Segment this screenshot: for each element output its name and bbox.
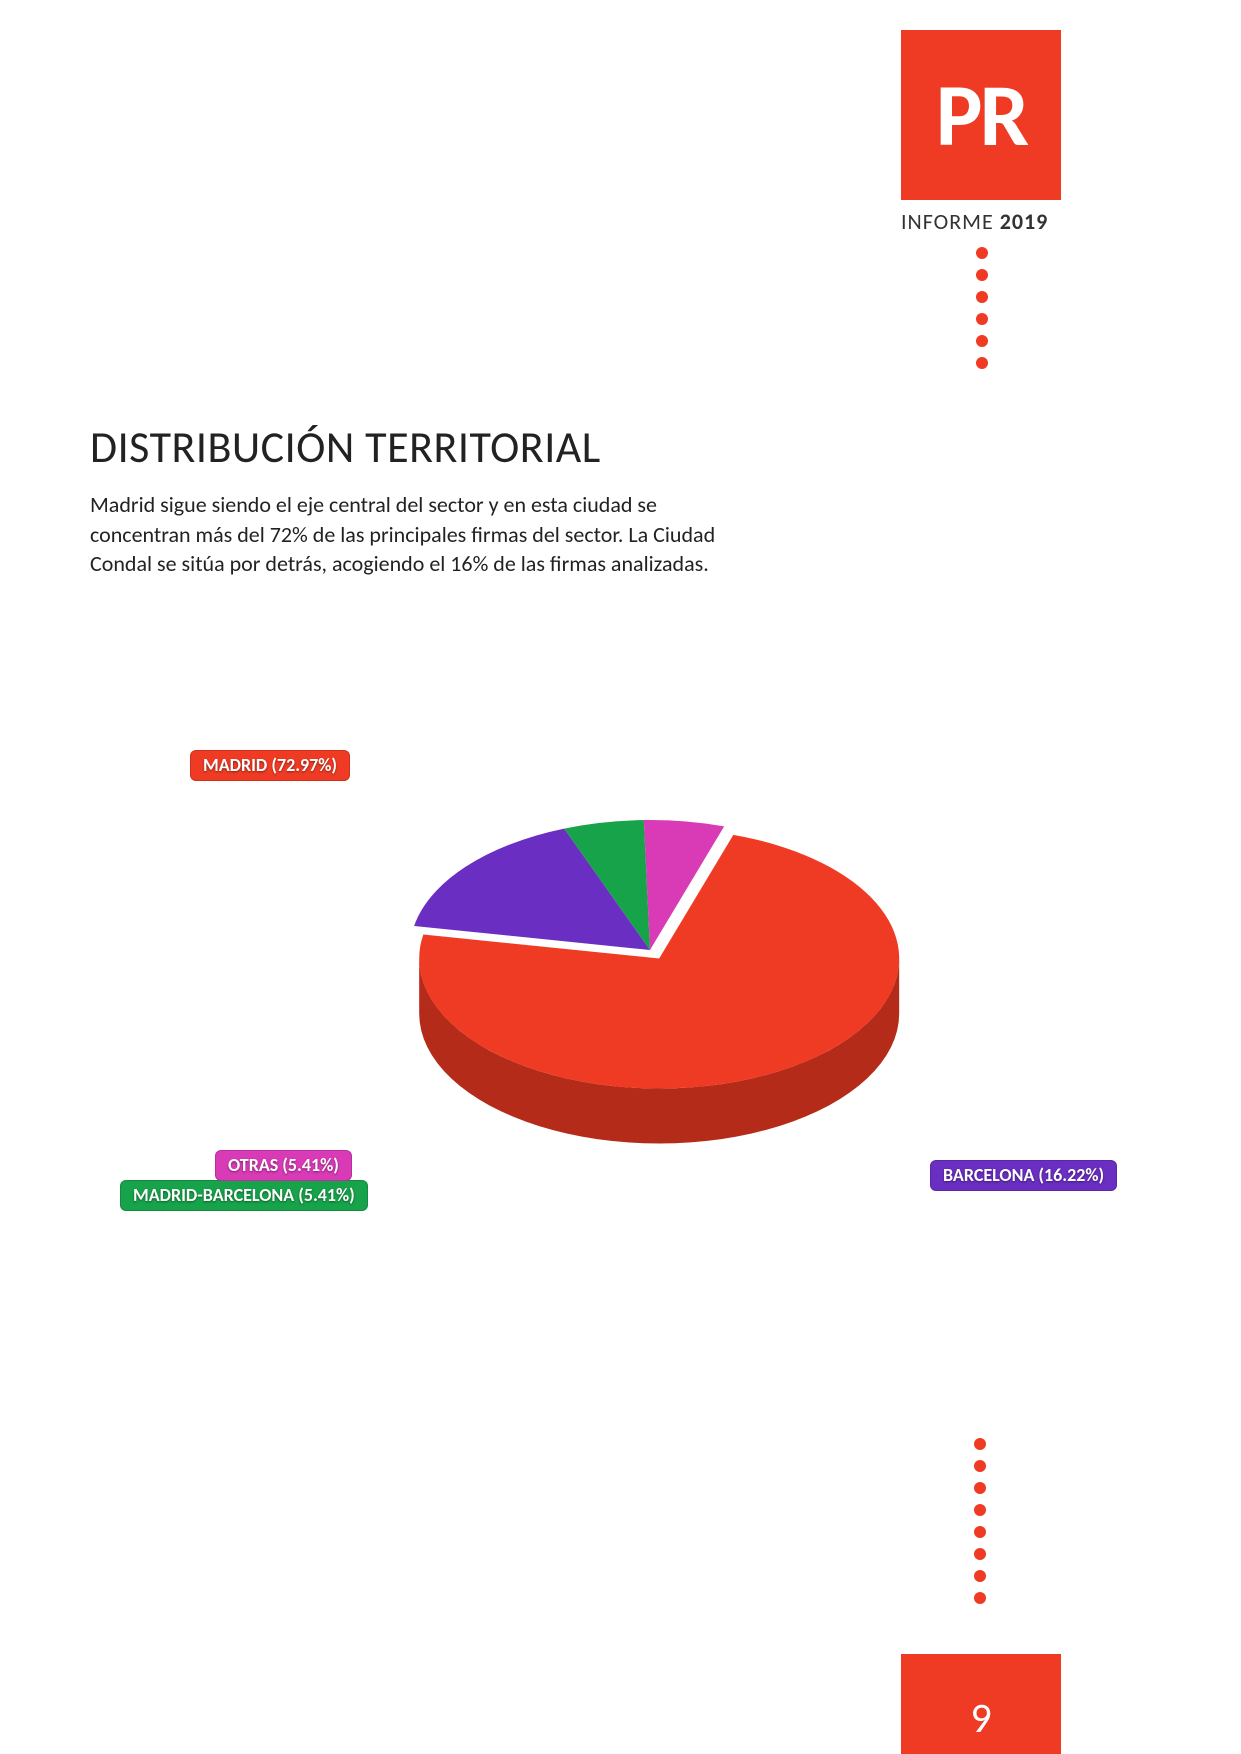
header-dot-column xyxy=(976,247,1061,369)
pie-label: BARCELONA (16.22%) xyxy=(930,1160,1117,1191)
subtitle-year: 2019 xyxy=(1000,208,1049,235)
decorative-dot xyxy=(974,1460,986,1472)
decorative-dot xyxy=(976,335,988,347)
decorative-dot xyxy=(976,269,988,281)
decorative-dot xyxy=(976,247,988,259)
report-subtitle: INFORME 2019 xyxy=(901,208,1061,235)
decorative-dot xyxy=(976,357,988,369)
decorative-dot xyxy=(974,1504,986,1516)
page-number: 9 xyxy=(970,1693,991,1744)
pie-chart xyxy=(390,780,950,1200)
section-title: DISTRIBUCIÓN TERRITORIAL xyxy=(90,420,601,474)
decorative-dot xyxy=(974,1548,986,1560)
report-header: PR INFORME 2019 xyxy=(901,30,1061,369)
brand-logo-text: PR xyxy=(936,61,1026,169)
decorative-dot xyxy=(976,313,988,325)
decorative-dot xyxy=(974,1438,986,1450)
decorative-dot xyxy=(974,1482,986,1494)
subtitle-prefix: INFORME xyxy=(901,208,1000,235)
page-number-box: 9 xyxy=(901,1654,1061,1754)
decorative-dot xyxy=(974,1592,986,1604)
pie-label: OTRAS (5.41%) xyxy=(215,1150,352,1181)
brand-logo-box: PR xyxy=(901,30,1061,200)
pie-label: MADRID-BARCELONA (5.41%) xyxy=(120,1180,368,1211)
section-body: Madrid sigue siendo el eje central del s… xyxy=(90,490,740,579)
decorative-dot xyxy=(974,1526,986,1538)
decorative-dot xyxy=(976,291,988,303)
footer-dot-column xyxy=(974,1438,986,1604)
decorative-dot xyxy=(974,1570,986,1582)
pie-chart-container: MADRID (72.97%) BARCELONA (16.22%) MADRID-… xyxy=(90,720,1150,1240)
pie-label: MADRID (72.97%) xyxy=(190,750,350,781)
